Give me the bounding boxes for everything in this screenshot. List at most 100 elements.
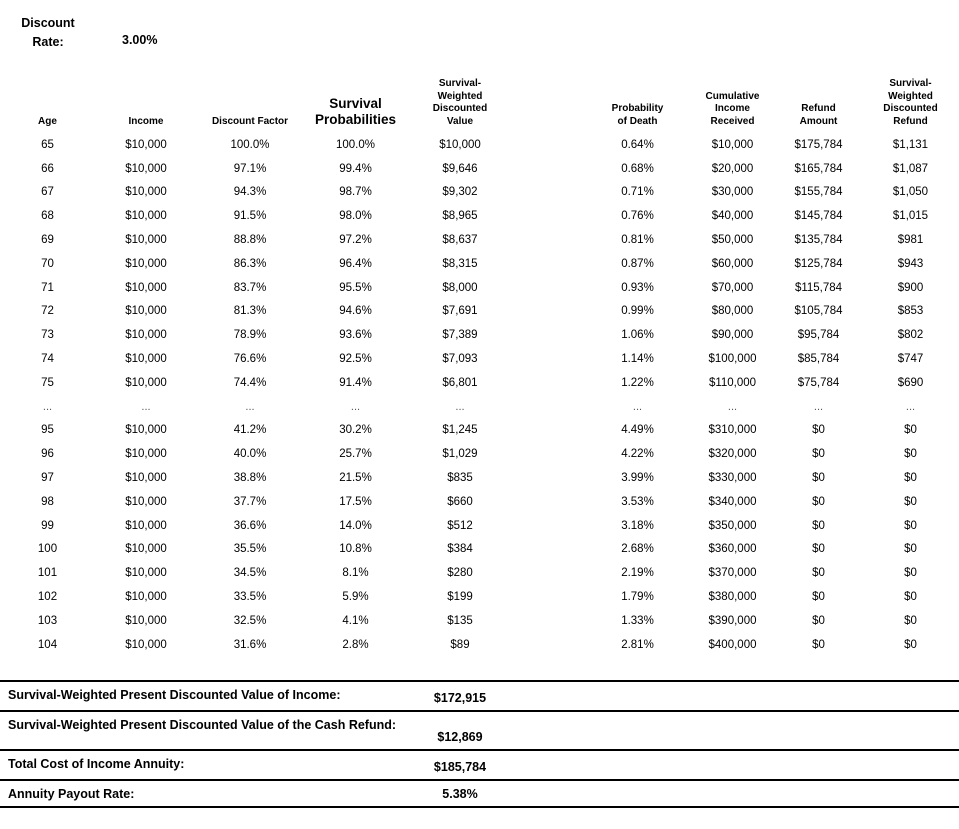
discount-rate-value: 3.00% — [122, 33, 158, 47]
table-cell: 17.5% — [339, 495, 372, 508]
spacer-cell — [512, 585, 585, 609]
table-cell: 74.4% — [233, 376, 267, 389]
table-cell: $10,000 — [125, 519, 167, 532]
table-row: 95 $10,000 41.2% 30.2% $1,245 4.49% $310,000 $0… — [0, 419, 959, 443]
table-cell: $40,000 — [711, 210, 754, 223]
spacer-cell — [512, 490, 585, 514]
table-header-row: Age Income Discount Factor Survival Prob… — [0, 54, 959, 133]
table-cell: $1,087 — [892, 162, 929, 175]
table-cell: 98.0% — [339, 210, 372, 223]
table-row: 102 $10,000 33.5% 5.9% $199 1.79% $380,000 $0 $0 — [0, 585, 959, 609]
table-cell: $981 — [897, 234, 924, 247]
table-cell: $0 — [812, 638, 825, 651]
summary-row-cash-refund-value: Survival-Weighted Present Discounted Val… — [0, 712, 959, 751]
header-survival-weighted-discounted-refund: Survival- Weighted Discounted Refund — [883, 78, 938, 127]
table-cell: $1,029 — [442, 448, 478, 461]
table-cell: 74 — [41, 353, 54, 366]
table-cell: 81.3% — [233, 305, 267, 318]
spacer-cell — [512, 538, 585, 562]
table-cell: 30.2% — [339, 424, 372, 437]
table-cell: $8,000 — [442, 281, 478, 294]
spacer-cell — [512, 181, 585, 205]
table-cell: $7,691 — [442, 305, 478, 318]
table-cell: 2.19% — [621, 567, 654, 580]
table-cell: $10,000 — [125, 614, 167, 627]
header-probability-of-death: Probability of Death — [611, 103, 664, 127]
table-cell: 68 — [41, 210, 54, 223]
header-income: Income — [128, 115, 164, 127]
table-row: 70 $10,000 86.3% 96.4% $8,315 0.87% $60,000 $12… — [0, 252, 959, 276]
summary-row-payout-rate: Annuity Payout Rate: 5.38% — [0, 781, 959, 808]
spacer-cell — [512, 609, 585, 633]
table-cell: $0 — [812, 591, 825, 604]
table-row: ........................... — [0, 395, 959, 419]
header-survival-weighted-discounted-value: Survival- Weighted Discounted Value — [432, 78, 488, 127]
table-cell: $60,000 — [711, 257, 754, 270]
table-cell: 100.0% — [335, 138, 375, 151]
table-cell: $340,000 — [708, 495, 757, 508]
table-cell: $1,245 — [442, 424, 478, 437]
table-cell: 76.6% — [233, 353, 267, 366]
table-cell: $199 — [447, 591, 473, 604]
table-row: 100 $10,000 35.5% 10.8% $384 2.68% $360,000 $0 $… — [0, 538, 959, 562]
table-cell: $7,093 — [442, 353, 478, 366]
table-cell: 8.1% — [342, 567, 369, 580]
table-cell: $0 — [904, 448, 917, 461]
table-cell: $165,784 — [794, 162, 843, 175]
discount-rate-label: Discount Rate: — [21, 16, 75, 49]
table-cell: ... — [350, 400, 361, 413]
table-cell: $89 — [450, 638, 470, 651]
table-cell: 33.5% — [233, 591, 267, 604]
table-cell: $30,000 — [711, 186, 754, 199]
summary-section: Survival-Weighted Present Discounted Val… — [0, 680, 959, 808]
table-cell: $747 — [897, 353, 924, 366]
table-cell: $802 — [897, 329, 924, 342]
table-cell: 91.4% — [339, 376, 372, 389]
table-cell: 92.5% — [339, 353, 372, 366]
spacer-cell — [512, 347, 585, 371]
table-row: 103 $10,000 32.5% 4.1% $135 1.33% $390,000 $0 $0 — [0, 609, 959, 633]
table-cell: $10,000 — [125, 186, 167, 199]
summary-value: 5.38% — [442, 787, 478, 801]
table-cell: $280 — [447, 567, 473, 580]
table-cell: 103 — [37, 614, 58, 627]
spacer-cell — [512, 228, 585, 252]
table-cell: 2.8% — [342, 638, 369, 651]
spacer-cell — [512, 395, 585, 419]
table-row: 99 $10,000 36.6% 14.0% $512 3.18% $350,000 $0 $0 — [0, 514, 959, 538]
table-cell: $0 — [812, 448, 825, 461]
table-cell: 93.6% — [339, 329, 372, 342]
table-cell: $835 — [447, 472, 473, 485]
table-cell: $10,000 — [125, 353, 167, 366]
table-cell: 4.22% — [621, 448, 654, 461]
summary-label: Annuity Payout Rate: — [8, 787, 135, 801]
table-cell: 3.18% — [621, 519, 654, 532]
table-cell: 98 — [41, 495, 54, 508]
table-cell: ... — [455, 400, 465, 413]
table-cell: $175,784 — [794, 138, 843, 151]
spacer-cell — [512, 204, 585, 228]
table-cell: 34.5% — [233, 567, 267, 580]
table-cell: 4.49% — [621, 424, 654, 437]
table-cell: 1.33% — [621, 614, 654, 627]
table-cell: 14.0% — [339, 519, 372, 532]
table-cell: $135 — [447, 614, 473, 627]
table-cell: $384 — [447, 543, 473, 556]
table-cell: $1,131 — [892, 138, 929, 151]
table-cell: $380,000 — [708, 591, 757, 604]
table-cell: 94.6% — [339, 305, 372, 318]
table-cell: 0.93% — [621, 281, 654, 294]
table-cell: 96 — [41, 448, 54, 461]
spacer-cell — [512, 466, 585, 490]
table-cell: 102 — [37, 591, 58, 604]
table-cell: 95.5% — [339, 281, 372, 294]
table-cell: 2.68% — [621, 543, 654, 556]
table-cell: $10,000 — [125, 138, 167, 151]
spacer-cell — [512, 514, 585, 538]
table-row: 96 $10,000 40.0% 25.7% $1,029 4.22% $320,000 $0… — [0, 442, 959, 466]
table-cell: 99 — [41, 519, 54, 532]
table-row: 104 $10,000 31.6% 2.8% $89 2.81% $400,000 $0 $0 — [0, 633, 959, 657]
table-cell: 3.53% — [621, 495, 654, 508]
table-cell: 71 — [41, 281, 54, 294]
table-cell: $10,000 — [125, 591, 167, 604]
